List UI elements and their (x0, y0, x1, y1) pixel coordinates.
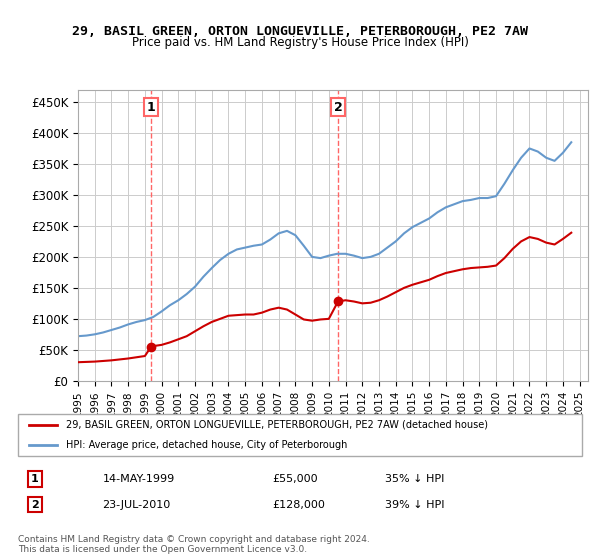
Text: 14-MAY-1999: 14-MAY-1999 (103, 474, 175, 484)
Text: £55,000: £55,000 (272, 474, 317, 484)
Text: 35% ↓ HPI: 35% ↓ HPI (385, 474, 444, 484)
Text: £128,000: £128,000 (272, 500, 325, 510)
Text: 29, BASIL GREEN, ORTON LONGUEVILLE, PETERBOROUGH, PE2 7AW: 29, BASIL GREEN, ORTON LONGUEVILLE, PETE… (72, 25, 528, 38)
Text: 1: 1 (31, 474, 39, 484)
Text: 23-JUL-2010: 23-JUL-2010 (103, 500, 171, 510)
Text: 39% ↓ HPI: 39% ↓ HPI (385, 500, 444, 510)
Text: 2: 2 (31, 500, 39, 510)
Text: 2: 2 (334, 101, 343, 114)
Text: 29, BASIL GREEN, ORTON LONGUEVILLE, PETERBOROUGH, PE2 7AW (detached house): 29, BASIL GREEN, ORTON LONGUEVILLE, PETE… (66, 420, 488, 430)
FancyBboxPatch shape (18, 414, 582, 456)
Text: HPI: Average price, detached house, City of Peterborough: HPI: Average price, detached house, City… (66, 440, 347, 450)
Text: Contains HM Land Registry data © Crown copyright and database right 2024.
This d: Contains HM Land Registry data © Crown c… (18, 535, 370, 554)
Text: 1: 1 (146, 101, 155, 114)
Text: Price paid vs. HM Land Registry's House Price Index (HPI): Price paid vs. HM Land Registry's House … (131, 36, 469, 49)
